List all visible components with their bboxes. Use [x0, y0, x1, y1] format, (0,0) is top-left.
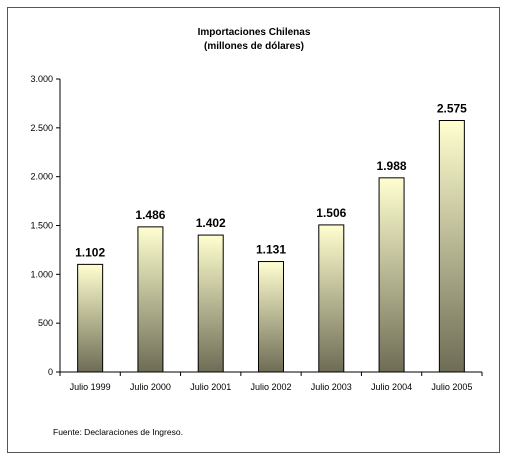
data-label: 1.131: [256, 243, 286, 257]
x-tick-label: Julio 2004: [371, 382, 412, 392]
x-tick-label: Julio 2005: [431, 382, 472, 392]
y-tick-label: 500: [38, 318, 53, 328]
bar: [77, 263, 104, 373]
data-label: 1.486: [135, 208, 165, 222]
bar: [438, 120, 465, 373]
y-tick-label: 0: [48, 367, 53, 377]
x-tick-label: Julio 2002: [250, 382, 291, 392]
bar: [378, 177, 405, 373]
y-tick-label: 1.000: [30, 269, 53, 279]
data-label: 2.575: [437, 102, 467, 116]
data-label: 1.402: [196, 216, 226, 230]
bar: [318, 224, 345, 373]
x-tick-label: Julio 2003: [311, 382, 352, 392]
bar: [197, 234, 224, 373]
chart-title: Importaciones Chilenas: [198, 27, 311, 38]
x-tick-label: Julio 1999: [70, 382, 111, 392]
y-tick-label: 3.000: [30, 74, 53, 84]
source-note: Fuente: Declaraciones de Ingreso.: [53, 427, 183, 437]
chart-frame: Importaciones Chilenas (millones de dóla…: [7, 7, 500, 453]
bar-chart: Importaciones Chilenas (millones de dóla…: [30, 27, 483, 437]
data-label: 1.506: [316, 206, 346, 220]
chart-subtitle: (millones de dólares): [204, 41, 304, 52]
bar: [137, 226, 164, 373]
y-tick-label: 2.500: [30, 123, 53, 133]
data-label: 1.988: [377, 159, 407, 173]
x-tick-label: Julio 2000: [130, 382, 171, 392]
y-tick-label: 2.000: [30, 172, 53, 182]
plot-area: 0 500 1.000 1.500 2.000 2.500 3.000 1.102 Julio …: [30, 74, 483, 392]
bar: [258, 261, 284, 373]
x-tick-label: Julio 2001: [190, 382, 231, 392]
data-label: 1.102: [75, 245, 105, 259]
y-tick-label: 1.500: [30, 221, 53, 231]
